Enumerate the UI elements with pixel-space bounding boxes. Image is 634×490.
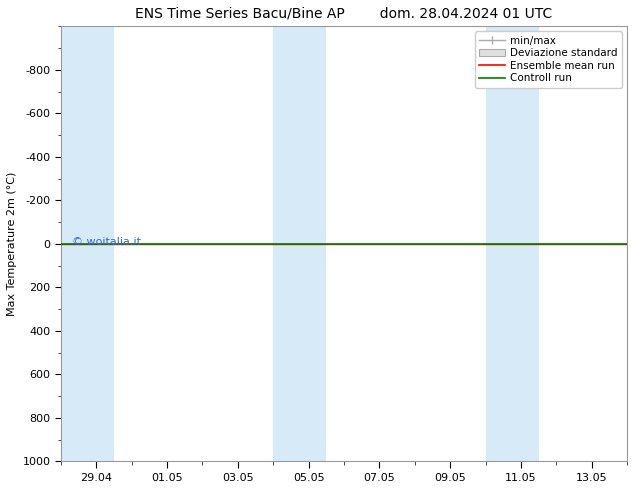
Bar [273, 26, 327, 461]
Bar [486, 26, 539, 461]
Title: ENS Time Series Bacu/Bine AP        dom. 28.04.2024 01 UTC: ENS Time Series Bacu/Bine AP dom. 28.04.… [136, 7, 553, 21]
Bar [61, 26, 114, 461]
Y-axis label: Max Temperature 2m (°C): Max Temperature 2m (°C) [7, 172, 17, 316]
Text: © woitalia.it: © woitalia.it [72, 237, 141, 246]
Legend: min/max, Deviazione standard, Ensemble mean run, Controll run: min/max, Deviazione standard, Ensemble m… [475, 31, 622, 88]
